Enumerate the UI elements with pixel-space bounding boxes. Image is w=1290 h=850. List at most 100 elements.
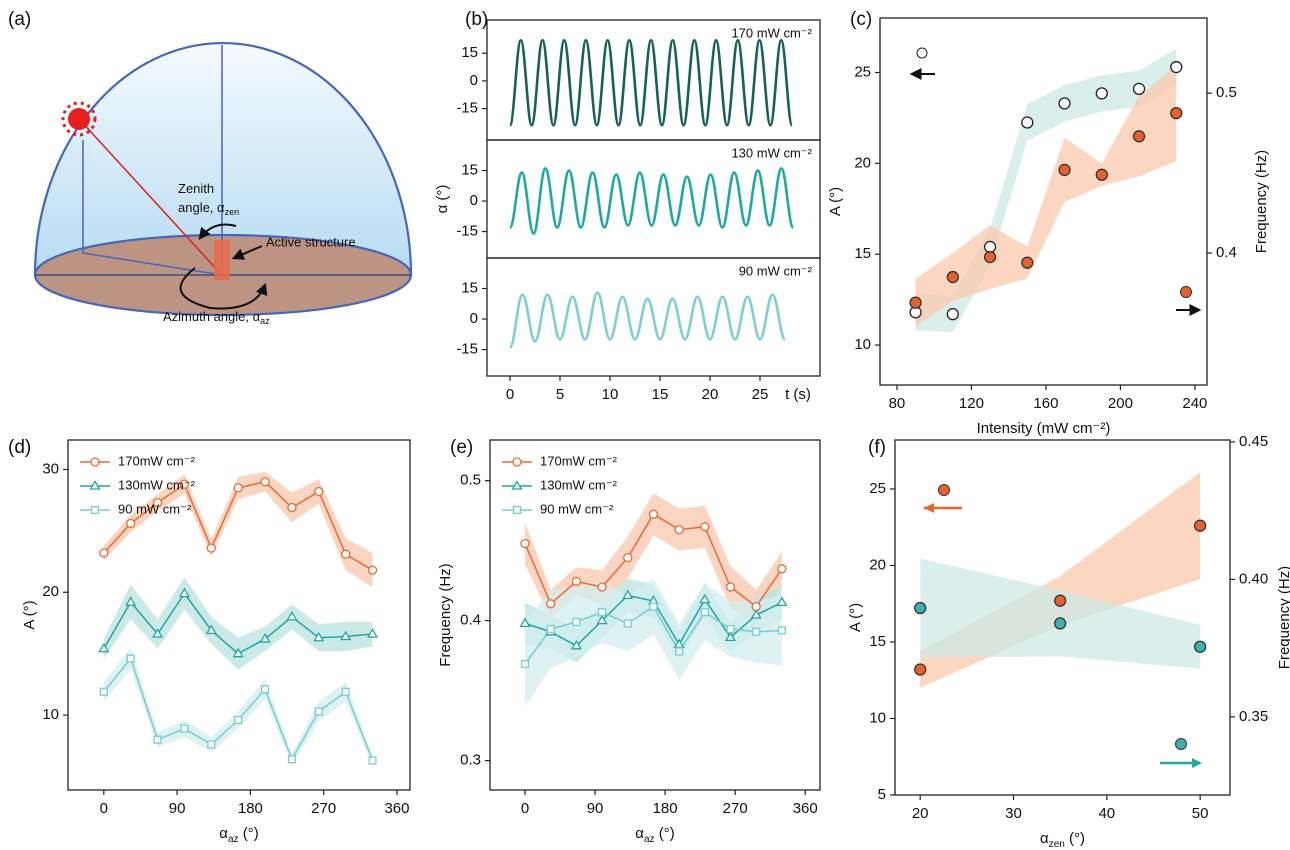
legend-label: 130mW cm⁻² [118,477,196,492]
y-tick-label: 25 [869,480,886,497]
marker [99,687,108,696]
x-tick-label: 200 [1108,395,1133,412]
marker [725,582,736,592]
marker [314,707,323,716]
marker [367,628,379,638]
active-structure [214,240,230,280]
y-axis-label: A (°) [827,187,844,216]
y-tick-label: 0.3 [460,752,481,769]
x-tick-label: 0 [506,386,514,403]
y-tick-label: 0.40 [1239,570,1268,587]
marker [1095,168,1108,181]
error-band [103,471,373,588]
plot-area [920,472,1201,688]
panel-label: (d) [8,437,31,458]
annotation: 90 mW cm⁻² [739,263,813,278]
plot-frame [879,17,1208,386]
plot-area [508,291,787,349]
panel-label: (e) [450,437,473,458]
y-tick-label: 10 [869,709,886,726]
marker [699,593,711,604]
annotation: 130 mW cm⁻² [731,145,812,160]
marker [777,564,787,574]
legend-marker [512,505,522,515]
marker [99,548,109,558]
label-part: az [228,834,239,845]
marker [700,522,710,532]
legend-marker [1180,286,1192,298]
label-sub: zen [225,207,240,217]
marker [726,624,735,634]
marker [341,549,351,559]
marker [233,483,243,493]
marker [341,687,350,696]
x-tick-label: 160 [1033,395,1058,412]
marker [648,509,659,519]
marker [1193,519,1207,532]
marker [1132,130,1146,143]
marker [750,609,762,619]
marker [983,240,997,254]
marker [983,250,997,264]
marker [1054,617,1067,630]
y-tick-label: 10 [854,336,871,353]
legend-label: 130mW cm⁻² [540,477,618,492]
x-tick-label: 270 [311,800,336,817]
plot-frame [894,439,1231,796]
marker [752,627,761,636]
data-line [508,39,794,127]
panel-label: (a) [8,9,31,30]
axis-arrow-head [924,503,934,513]
marker [546,624,555,634]
y2-axis-label: Frequency (Hz) [1276,566,1290,669]
marker [519,617,531,628]
marker [260,477,270,487]
marker [1054,594,1067,607]
label-part: Zenith [178,181,214,196]
y-axis-label: α (°) [434,185,451,214]
label-part: (°) [1065,830,1085,847]
y-tick-label: 15 [854,245,871,262]
data-line [508,291,787,349]
x-tick-label: 90 [587,800,604,817]
x-tick-label: 120 [959,395,984,412]
y-tick-label: 15 [869,633,886,650]
marker [313,631,325,642]
label-part: (°) [655,825,675,842]
x-tick-label: 50 [1192,805,1209,822]
marker [675,647,684,656]
dome [33,41,413,277]
x-tick-label: 40 [1098,805,1115,822]
marker [287,502,297,513]
marker [180,724,189,733]
legend-marker [938,484,950,496]
marker [179,479,190,489]
label-part: Azimuth angle, α [163,309,261,324]
data-line [508,167,795,235]
y-tick-label: -15 [456,223,478,240]
label-part: angle, α [178,200,225,215]
y2-axis-label: Frequency (Hz) [1253,150,1270,253]
marker [724,631,737,642]
marker [205,624,217,635]
x-tick-label: 270 [723,800,748,817]
panel-label: (f) [868,437,886,458]
marker [286,610,298,621]
plot-area [508,167,795,235]
y-tick-label: 20 [869,556,886,573]
marker [126,654,135,663]
legend-label: 170mW cm⁻² [540,453,618,468]
y-tick-label: 30 [42,460,59,477]
x-tick-label: 10 [602,386,619,403]
y-tick-label: 0.4 [1216,244,1237,261]
error-band [920,558,1201,669]
legend-marker [512,457,522,467]
y-axis-label: A (°) [21,600,38,629]
marker [152,628,164,638]
panel-label: (c) [850,9,872,30]
marker [1058,97,1071,110]
marker [126,518,136,529]
marker [596,614,608,625]
